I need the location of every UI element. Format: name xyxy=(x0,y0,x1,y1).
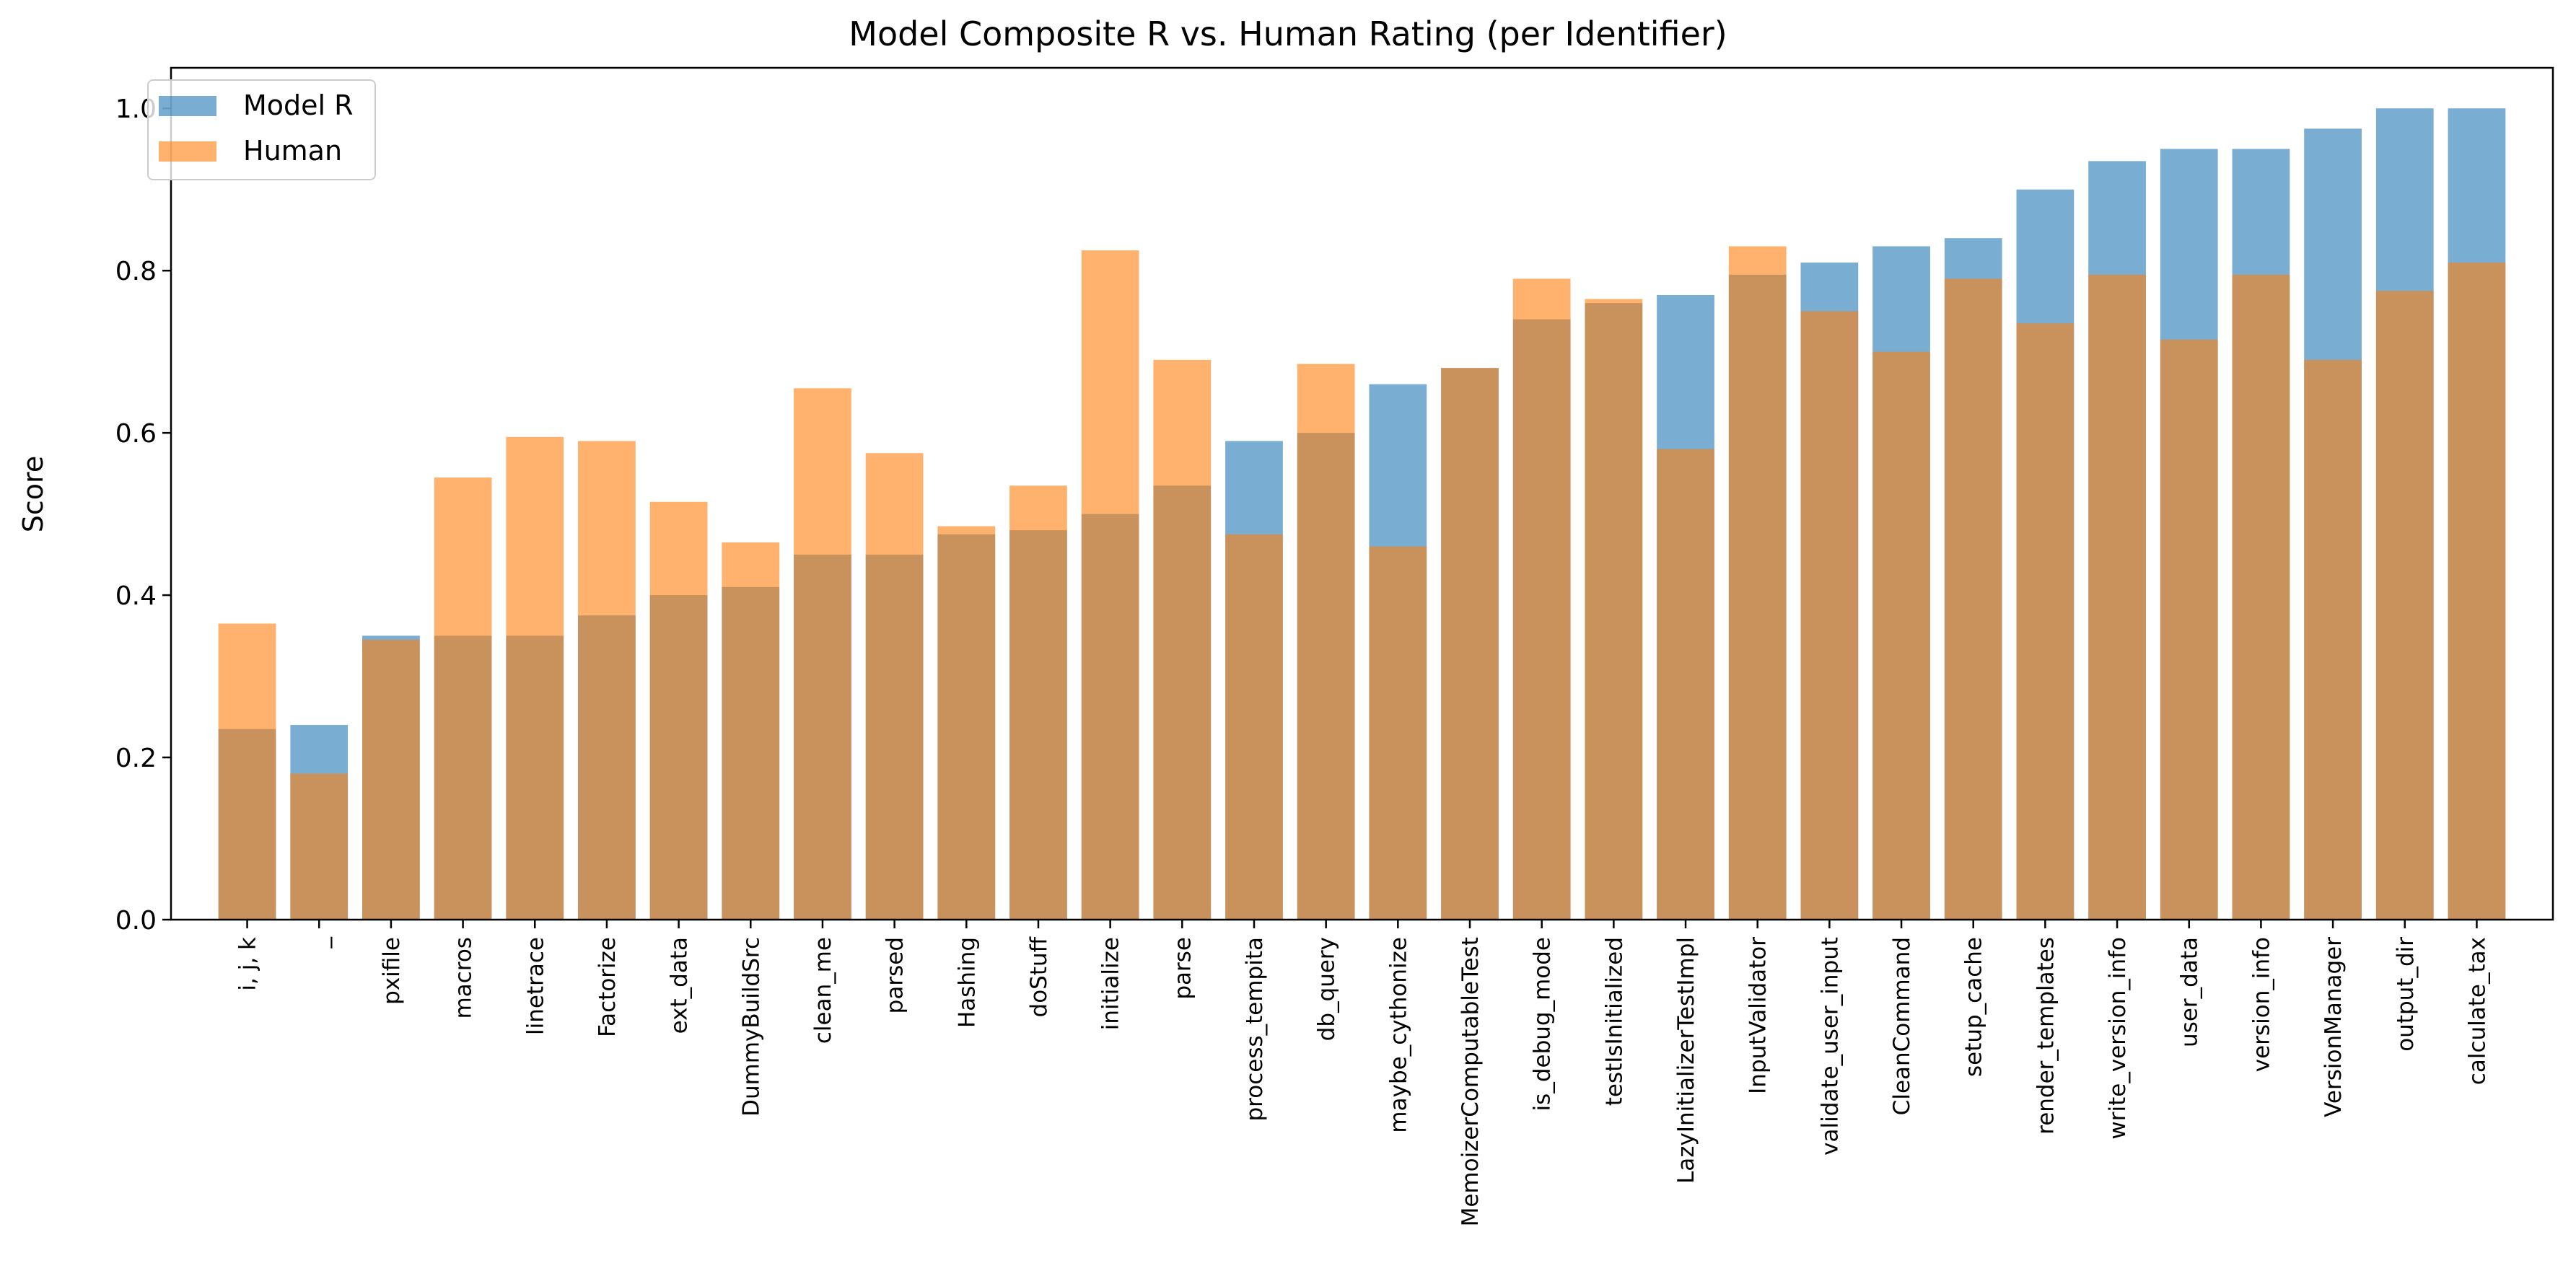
legend-label: Model R xyxy=(243,89,354,121)
legend: Model R Human xyxy=(147,79,376,180)
x-tick-label: Hashing xyxy=(954,937,980,1028)
bar-human-20 xyxy=(1657,449,1714,920)
legend-swatch xyxy=(159,141,216,162)
bar-human-2 xyxy=(362,639,420,920)
bar-human-27 xyxy=(2160,339,2218,920)
x-tick-label: pxifile xyxy=(379,937,405,1005)
bar-human-24 xyxy=(1944,278,2002,920)
x-tick-label: LazyInitializerTestImpl xyxy=(1673,937,1699,1184)
x-tick-label: CleanCommand xyxy=(1889,937,1915,1115)
y-axis-label: Score xyxy=(17,456,49,532)
x-tick-label: DummyBuildSrc xyxy=(738,937,764,1117)
x-tick-label: Factorize xyxy=(595,937,621,1037)
bar-human-17 xyxy=(1441,368,1499,920)
x-tick-label: VersionManager xyxy=(2321,937,2347,1117)
bar-human-30 xyxy=(2375,291,2434,920)
x-tick-label: parsed xyxy=(882,937,908,1013)
x-tick-label: testIsInitialized xyxy=(1601,937,1627,1106)
x-tick-label: is_debug_mode xyxy=(1530,937,1556,1111)
bar-human-5 xyxy=(578,441,636,920)
y-tick-label: 0.2 xyxy=(115,744,157,773)
x-tick-label: setup_cache xyxy=(1961,937,1987,1077)
legend-label: Human xyxy=(243,135,342,167)
bar-human-12 xyxy=(1081,250,1139,920)
x-tick-label: initialize xyxy=(1098,937,1124,1030)
x-tick-label: _ xyxy=(307,937,333,949)
bar-human-23 xyxy=(1872,351,1930,920)
bar-human-16 xyxy=(1369,546,1427,920)
x-tick-label: i, j, k xyxy=(235,937,261,991)
bar-human-3 xyxy=(434,478,492,920)
bar-human-18 xyxy=(1512,278,1571,920)
bar-human-21 xyxy=(1728,246,1787,920)
x-tick-label: linetrace xyxy=(522,937,548,1035)
bar-human-8 xyxy=(794,388,851,920)
bar-human-4 xyxy=(506,436,564,920)
plot-frame xyxy=(170,66,2554,921)
y-tick-label: 0.0 xyxy=(115,906,157,936)
bar-human-14 xyxy=(1225,534,1283,920)
x-tick-label: calculate_tax xyxy=(2464,937,2490,1085)
bar-human-11 xyxy=(1009,485,1067,920)
bar-human-9 xyxy=(865,453,924,920)
x-tick-label: parse xyxy=(1170,937,1196,1000)
y-tick-label: 0.8 xyxy=(115,257,157,286)
bar-human-13 xyxy=(1153,359,1212,920)
y-tick-label: 0.4 xyxy=(115,581,157,611)
axes-layer: 0.00.20.40.60.81.0i, j, k _ pxifile macros l… xyxy=(115,66,2554,1226)
x-tick-label: InputValidator xyxy=(1745,937,1771,1094)
x-tick-label: validate_user_input xyxy=(1817,937,1843,1156)
bar-human-28 xyxy=(2232,274,2290,920)
bars-layer xyxy=(218,108,2506,920)
bar-human-15 xyxy=(1297,364,1355,920)
y-tick-label: 0.6 xyxy=(115,419,157,449)
x-tick-label: process_tempita xyxy=(1242,937,1268,1122)
bar-human-19 xyxy=(1585,299,1643,920)
x-tick-label: MemoizerComputableTest xyxy=(1458,937,1484,1226)
x-tick-label: render_templates xyxy=(2033,937,2059,1135)
bar-human-1 xyxy=(290,773,349,920)
bar-human-25 xyxy=(2016,323,2075,920)
series-human xyxy=(218,246,2506,920)
bar-human-31 xyxy=(2448,262,2506,920)
bar-human-6 xyxy=(649,501,708,920)
bar-human-29 xyxy=(2304,359,2362,920)
x-tick-label: output_dir xyxy=(2393,937,2419,1052)
bar-human-10 xyxy=(937,526,996,920)
bar-human-7 xyxy=(722,542,780,920)
x-tick-label: ext_data xyxy=(667,937,693,1034)
bar-human-26 xyxy=(2088,274,2146,920)
legend-swatch xyxy=(159,96,216,116)
x-tick-label: maybe_cythonize xyxy=(1385,937,1411,1133)
x-tick-label: write_version_info xyxy=(2105,937,2131,1140)
x-tick-label: clean_me xyxy=(810,937,836,1044)
bar-human-0 xyxy=(218,623,276,920)
x-tick-label: macros xyxy=(451,937,477,1018)
x-tick-label: user_data xyxy=(2177,937,2203,1047)
chart-title: Model Composite R vs. Human Rating (per … xyxy=(849,14,1727,53)
x-tick-label: doStuff xyxy=(1026,936,1052,1017)
x-tick-label: version_info xyxy=(2248,937,2274,1072)
bar-human-22 xyxy=(1800,311,1859,920)
x-tick-label: db_query xyxy=(1314,937,1340,1041)
